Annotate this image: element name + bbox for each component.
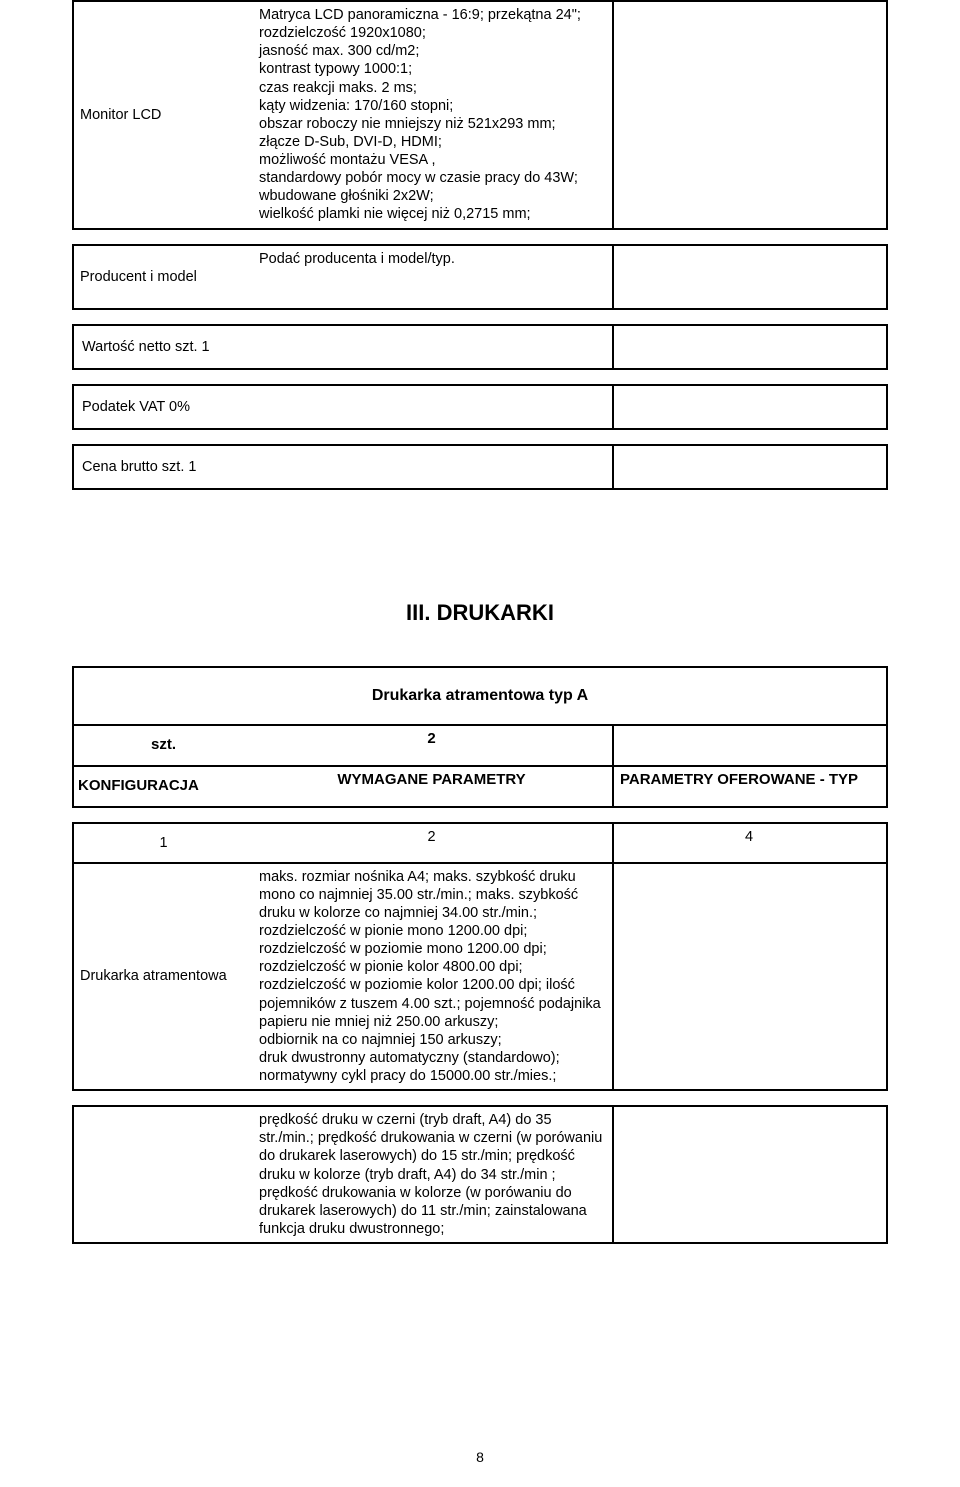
drukarka-offered xyxy=(613,863,887,1091)
page-number-text: 8 xyxy=(476,1449,484,1465)
brutto-value-cell xyxy=(613,445,887,489)
drukarka-spec-cell: maks. rozmiar nośnika A4; maks. szybkość… xyxy=(253,863,613,1091)
cell-monitor-offered xyxy=(613,1,887,229)
netto-label-cell: Wartość netto szt. 1 xyxy=(73,325,613,369)
row-title: Drukarka atramentowa typ A xyxy=(73,667,887,725)
row-drukarka-spec: Drukarka atramentowa maks. rozmiar nośni… xyxy=(73,863,887,1091)
row-colnums: 1 2 4 xyxy=(73,823,887,863)
colnum-2: 2 xyxy=(253,823,613,863)
drukarka-label-cell: Drukarka atramentowa xyxy=(73,863,253,1091)
cfg-c2-text: WYMAGANE PARAMETRY xyxy=(337,771,525,788)
cell-prod-offered xyxy=(613,245,887,309)
cell-prod-label: Producent i model xyxy=(73,245,253,309)
drukarka-label: Drukarka atramentowa xyxy=(80,968,227,984)
speed-spec-cell: prędkość druku w czerni (tryb draft, A4)… xyxy=(253,1106,613,1243)
colnum2-text: 2 xyxy=(427,829,435,845)
box-brutto: Cena brutto szt. 1 xyxy=(72,444,888,490)
szt-label: szt. xyxy=(73,725,253,766)
cfg-c3: PARAMETRY OFEROWANE - TYP xyxy=(613,766,887,807)
colnum1-text: 1 xyxy=(159,835,167,851)
printer-title: Drukarka atramentowa typ A xyxy=(372,687,588,704)
monitor-spec: Matryca LCD panoramiczna - 16:9; przekąt… xyxy=(259,7,581,222)
colnum-4: 4 xyxy=(613,823,887,863)
cfg-c1: KONFIGURACJA xyxy=(73,766,253,807)
row-szt: szt. 2 xyxy=(73,725,887,766)
printer-table-a-body: 1 2 4 Drukarka atramentowa maks. rozmiar… xyxy=(72,822,888,1092)
netto-value-cell xyxy=(613,325,887,369)
prod-label: Producent i model xyxy=(80,269,197,285)
row-producent: Producent i model Podać producenta i mod… xyxy=(73,245,887,309)
printer-table-a-speed: prędkość druku w czerni (tryb draft, A4)… xyxy=(72,1105,888,1244)
szt-offered xyxy=(613,725,887,766)
szt-label-text: szt. xyxy=(151,736,176,753)
row-config-headers: KONFIGURACJA WYMAGANE PARAMETRY PARAMETR… xyxy=(73,766,887,807)
box-netto: Wartość netto szt. 1 xyxy=(72,324,888,370)
cfg-c2: WYMAGANE PARAMETRY xyxy=(253,766,613,807)
printer-title-cell: Drukarka atramentowa typ A xyxy=(73,667,887,725)
printer-table-a-header: Drukarka atramentowa typ A szt. 2 KONFIG… xyxy=(72,666,888,808)
colnum-1: 1 xyxy=(73,823,253,863)
speed-offered xyxy=(613,1106,887,1243)
drukarka-spec: maks. rozmiar nośnika A4; maks. szybkość… xyxy=(259,869,601,1084)
cfg-c1-text: KONFIGURACJA xyxy=(78,777,199,794)
speed-spec: prędkość druku w czerni (tryb draft, A4)… xyxy=(259,1112,602,1237)
colnum4-text: 4 xyxy=(745,829,753,845)
szt-value: 2 xyxy=(253,725,613,766)
spec-table-monitor: Monitor LCD Matryca LCD panoramiczna - 1… xyxy=(72,0,888,230)
monitor-label: Monitor LCD xyxy=(80,107,161,123)
cell-prod-spec: Podać producenta i model/typ. xyxy=(253,245,613,309)
brutto-label: Cena brutto szt. 1 xyxy=(82,459,196,475)
row-speed-spec: prędkość druku w czerni (tryb draft, A4)… xyxy=(73,1106,887,1243)
prod-spec: Podać producenta i model/typ. xyxy=(259,251,455,267)
vat-label: Podatek VAT 0% xyxy=(82,399,190,415)
netto-label: Wartość netto szt. 1 xyxy=(82,339,210,355)
cfg-c3-text: PARAMETRY OFEROWANE - TYP xyxy=(620,771,858,788)
vat-value-cell xyxy=(613,385,887,429)
szt-value-text: 2 xyxy=(427,730,435,747)
row-monitor: Monitor LCD Matryca LCD panoramiczna - 1… xyxy=(73,1,887,229)
box-vat: Podatek VAT 0% xyxy=(72,384,888,430)
section-title: III. DRUKARKI xyxy=(72,600,888,626)
cell-monitor-spec: Matryca LCD panoramiczna - 16:9; przekąt… xyxy=(253,1,613,229)
brutto-label-cell: Cena brutto szt. 1 xyxy=(73,445,613,489)
vat-label-cell: Podatek VAT 0% xyxy=(73,385,613,429)
cell-monitor-label: Monitor LCD xyxy=(73,1,253,229)
section-title-text: III. DRUKARKI xyxy=(406,600,554,625)
page-number: 8 xyxy=(0,1449,960,1465)
speed-label-cell xyxy=(73,1106,253,1243)
spec-table-producent: Producent i model Podać producenta i mod… xyxy=(72,244,888,310)
